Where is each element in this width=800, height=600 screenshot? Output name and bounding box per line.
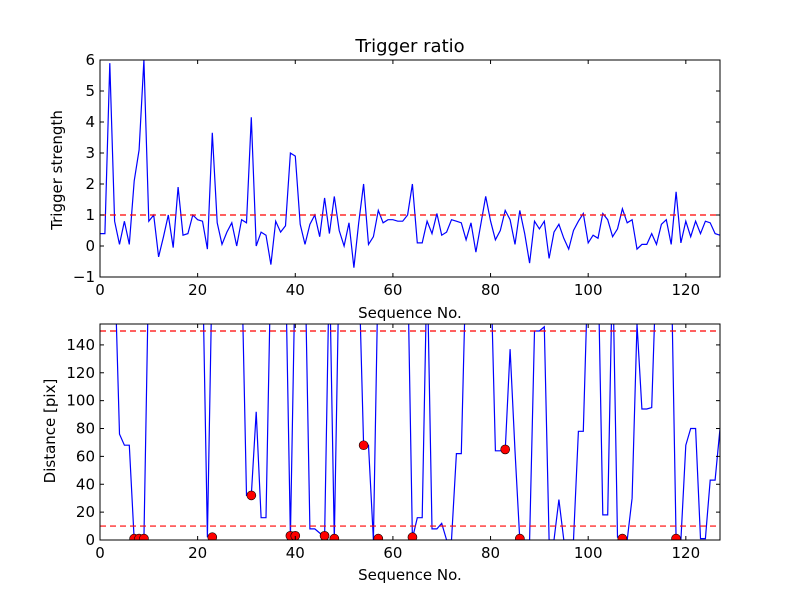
distance-axes-frame	[99, 323, 721, 541]
distance-x-tick-label: 40	[286, 544, 305, 562]
distance-y-tick-label: 80	[76, 420, 95, 438]
distance-marker-point	[139, 533, 149, 540]
trigger-x-tick-label: 60	[383, 281, 402, 299]
trigger-x-tick-label: 20	[188, 281, 207, 299]
distance-marker-point	[617, 533, 628, 540]
trigger-y-tick-label: 3	[85, 144, 95, 162]
distance-marker-point	[407, 532, 418, 540]
distance-x-tick-label: 60	[383, 544, 402, 562]
distance-y-tick-label: 100	[66, 392, 95, 410]
distance-y-tick-label: 0	[85, 531, 95, 549]
distance-y-tick-label: 60	[76, 447, 95, 465]
distance-marker-point	[515, 533, 525, 540]
trigger-y-tick-label: 5	[85, 82, 95, 100]
distance-x-tick-label: 120	[672, 544, 701, 562]
distance-clipped-content	[100, 324, 720, 540]
distance-chart: 0 20 40 60 80 100 120 0 20 40 60 80 100 120 140 Sequen…	[41, 323, 721, 584]
distance-x-tick-label: 80	[481, 544, 500, 562]
distance-marker-point	[358, 440, 369, 451]
distance-marker-point	[671, 533, 681, 540]
distance-marker-point	[290, 531, 301, 540]
distance-y-tick-label: 20	[76, 503, 95, 521]
distance-x-tick-label: 20	[188, 544, 207, 562]
distance-y-tick-label: 40	[76, 475, 95, 493]
trigger-x-tick-label: 100	[574, 281, 603, 299]
distance-y-axis-label: Distance [pix]	[41, 379, 59, 484]
trigger-y-tick-label: 6	[85, 51, 95, 69]
distance-x-tick-label: 0	[95, 544, 105, 562]
distance-marker-point	[329, 533, 340, 540]
trigger-clipped-content	[100, 60, 720, 268]
trigger-y-tick-label: −1	[73, 268, 95, 286]
distance-marker-point	[207, 532, 218, 540]
trigger-x-tick-label: 120	[672, 281, 701, 299]
distance-y-tick-label: 120	[66, 364, 95, 382]
distance-marker-point	[319, 531, 330, 540]
trigger-y-tick-label: 2	[85, 175, 95, 193]
trigger-axes-frame	[99, 59, 721, 278]
distance-series-line	[115, 324, 720, 540]
trigger-chart-title: Trigger ratio	[354, 36, 464, 57]
trigger-x-tick-label: 80	[481, 281, 500, 299]
trigger-y-tick-label: 1	[85, 206, 95, 224]
distance-x-tick-label: 100	[574, 544, 603, 562]
trigger-x-tick-label: 40	[286, 281, 305, 299]
distance-y-tick-label: 140	[66, 336, 95, 354]
distance-plot-area: 0 20 40 60 80 100 120 0 20 40 60 80 100 120 140	[66, 323, 721, 562]
trigger-y-axis-label: Trigger strength	[48, 110, 66, 231]
trigger-x-axis-label: Sequence No.	[358, 304, 462, 322]
distance-x-axis-label: Sequence No.	[358, 566, 462, 584]
distance-marker-point	[500, 444, 510, 455]
trigger-series-line	[100, 60, 720, 268]
trigger-y-tick-label: 4	[85, 113, 95, 131]
trigger-x-tick-label: 0	[95, 281, 105, 299]
trigger-y-tick-label: 0	[85, 237, 95, 255]
distance-marker-point	[246, 490, 257, 501]
distance-marker-point	[373, 533, 384, 540]
